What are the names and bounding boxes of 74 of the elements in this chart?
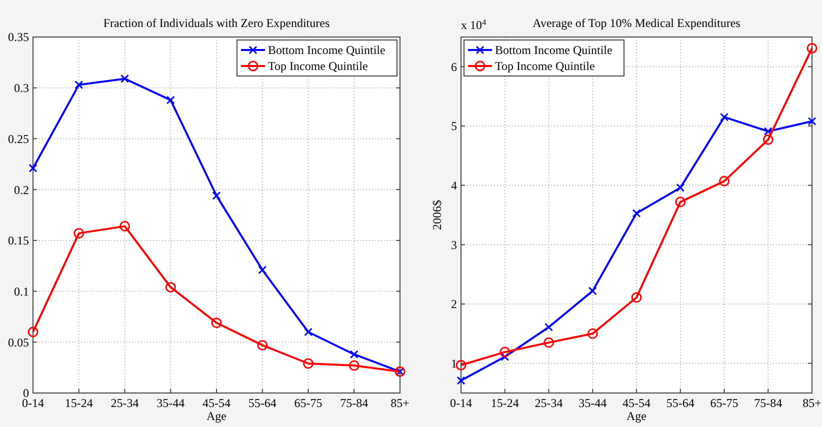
point [74,228,84,239]
x-tick-label: 85+ [802,396,822,410]
point [719,176,730,186]
point [120,220,130,232]
point [808,117,816,126]
y-tick-label: 5 [451,119,457,134]
point [456,360,466,370]
chart-title: Average of Top 10% Medical Expenditures [532,16,741,30]
point [631,292,642,303]
x-tick-label: 0-14 [450,396,472,410]
point [258,266,267,274]
x-axis-title: Age [626,409,646,423]
x-tick-label: 15-24 [490,396,519,410]
y-tick-label: 0.1 [14,284,29,298]
y-tick-label: 4 [451,178,457,193]
point [675,196,686,208]
point [303,358,314,369]
x-tick-label: 85+ [390,396,410,410]
point [211,318,222,328]
y-tick-label: 2 [451,297,457,312]
point [676,183,685,192]
point [632,208,641,218]
point [764,127,772,136]
y-tick-label: 0.3 [14,81,29,96]
y-tick-label: 0.35 [8,30,29,44]
point [762,134,774,145]
point [720,112,728,122]
point [28,164,38,172]
y-tick-label: 0.05 [8,335,29,350]
point [304,328,312,336]
point [257,340,268,350]
point [500,346,510,358]
x-tick-label: 25-34 [110,396,139,410]
point [212,191,221,200]
point [348,360,360,371]
legend-label: Bottom Income Quintile [268,43,386,58]
x-tick-label: 65-75 [294,396,322,410]
point [166,96,175,104]
point [587,328,598,339]
y-tick-label: 0.15 [8,234,29,248]
point [544,322,553,332]
point [74,80,84,90]
point [120,74,129,83]
x-tick-label: 45-54 [622,396,650,410]
point [806,43,818,54]
point [500,352,510,362]
x-tick-label: 75-84 [754,396,782,410]
x-tick-label: 15-24 [64,396,93,410]
y-axis-title: 2006$ [430,200,444,230]
chart-title: Fraction of Individuals with Zero Expenditures [103,16,330,30]
point [544,337,554,348]
legend-label: Bottom Income Quintile [495,43,612,58]
point [456,376,466,385]
y-tick-label: 0.2 [14,182,29,197]
text: x 10$^{4}$ [461,18,487,32]
legend-label: Top Income Quintile [268,59,368,74]
y-tick-label: 0.25 [8,132,29,146]
y-tick-label: 3 [451,238,457,252]
x-tick-label: 35-44 [578,396,607,410]
y-tick-label: 6 [451,60,457,74]
y-tick-label: 1 [451,356,457,371]
point [350,350,358,359]
x-tick-label: 55-64 [666,396,694,410]
point [28,326,38,338]
point [588,286,597,296]
x-tick-label: 25-34 [534,396,563,410]
x-tick-label: 55-64 [248,396,276,410]
x-tick-label: 45-54 [202,396,230,410]
x-tick-label: 65-75 [710,396,738,410]
x-tick-label: 35-44 [156,396,185,410]
point [165,282,176,292]
x-tick-label: 75-84 [340,396,368,410]
legend-label: Top Income Quintile [495,59,595,74]
x-axis-title: Age [206,409,226,423]
